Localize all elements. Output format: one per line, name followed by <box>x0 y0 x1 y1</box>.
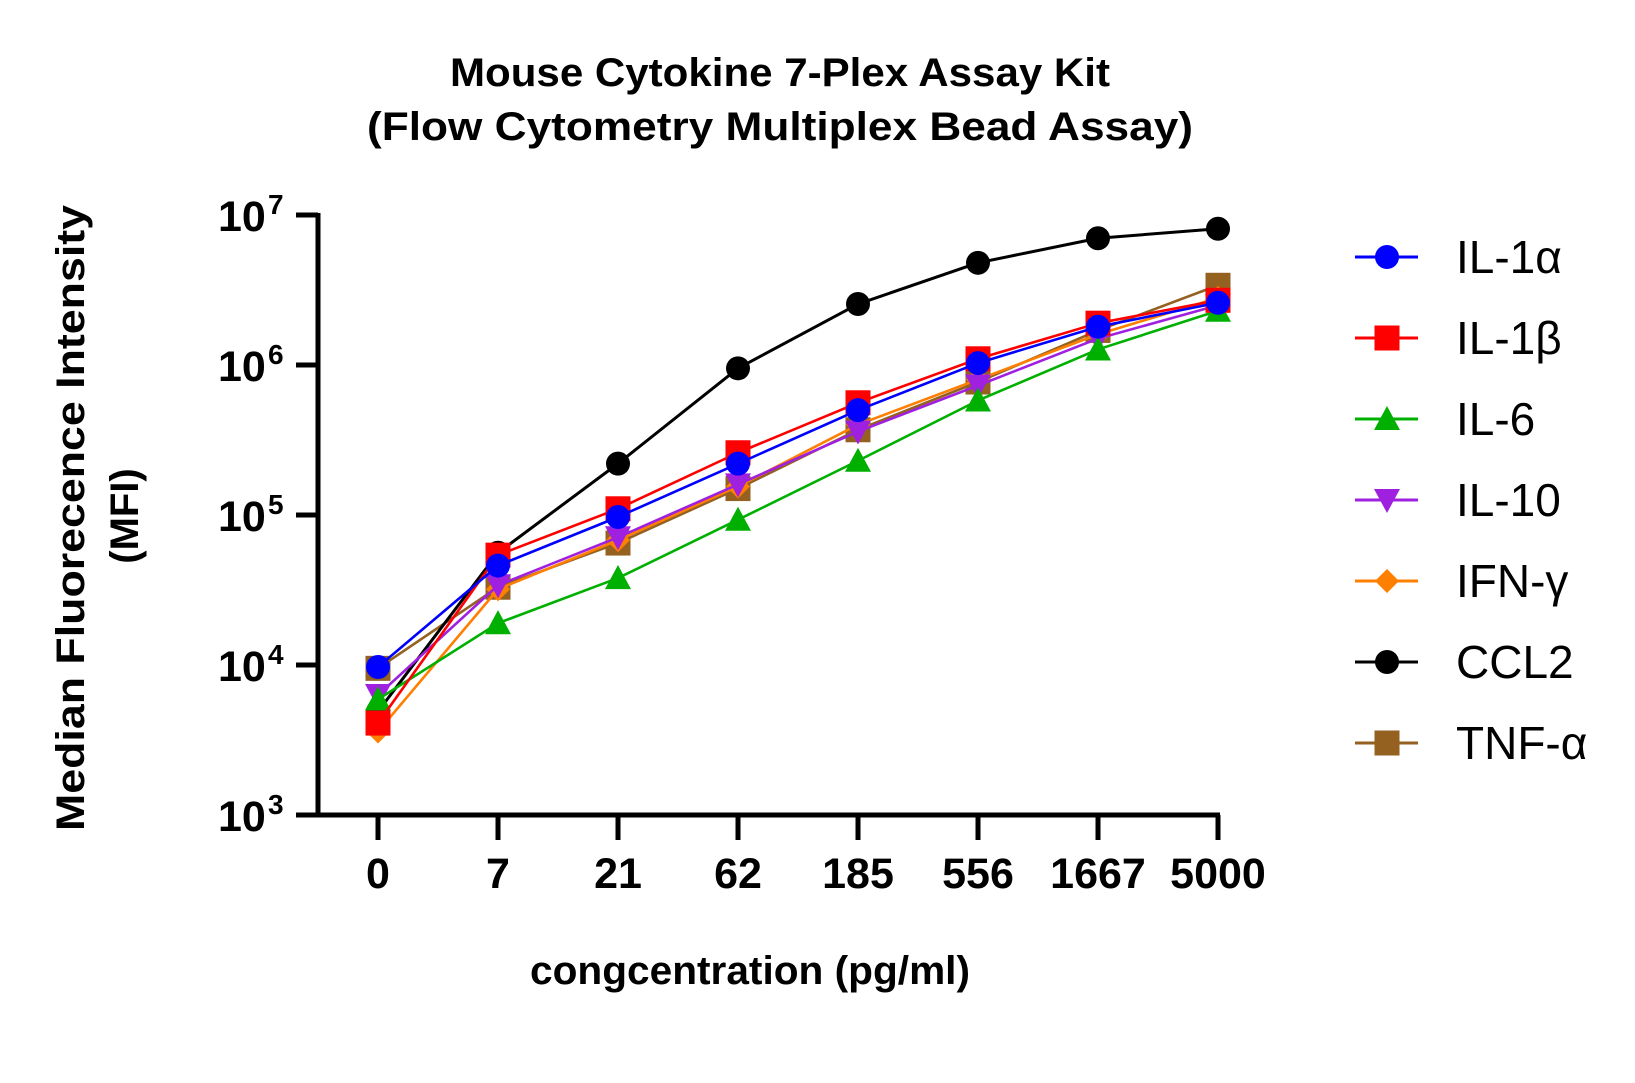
y-tick-exponent: 6 <box>268 339 284 370</box>
series-line <box>377 296 1219 733</box>
y-tick-exponent: 7 <box>268 189 284 220</box>
data-point <box>605 526 631 551</box>
legend-marker <box>1374 325 1400 351</box>
data-point <box>845 420 871 445</box>
y-tick-label: 10 <box>218 643 266 691</box>
x-tick-label: 556 <box>942 850 1014 898</box>
data-point <box>606 504 630 529</box>
data-point <box>966 250 990 275</box>
data-point <box>1085 336 1111 361</box>
x-ticks: 0 7 21 62 185 556 1667 5000 <box>366 815 1266 898</box>
legend-label: IL-10 <box>1456 474 1561 526</box>
chart-title-line-1: Mouse Cytokine 7-Plex Assay Kit <box>450 51 1110 95</box>
y-axis-label-line-2: (MFI) <box>103 468 147 564</box>
x-tick-label: 21 <box>594 850 642 898</box>
x-tick-label: 185 <box>822 850 894 898</box>
series-line <box>376 227 1219 713</box>
data-point <box>365 686 391 711</box>
data-point <box>1086 314 1110 339</box>
legend-marker <box>1375 650 1399 674</box>
data-point <box>726 451 750 476</box>
data-point <box>725 473 751 498</box>
x-tick-label: 0 <box>366 850 390 898</box>
legend-marker <box>1374 488 1400 513</box>
data-point <box>1086 226 1110 251</box>
data-point <box>846 292 870 317</box>
data-point <box>1206 290 1230 315</box>
y-tick-label: 10 <box>218 793 266 841</box>
data-point <box>485 610 511 635</box>
legend-marker <box>1375 245 1399 269</box>
y-axis-label: Median Fluorecence Intensity (MFI) <box>49 204 147 831</box>
series-layer <box>365 216 1231 744</box>
x-axis-label: congcentration (pg/ml) <box>530 949 970 993</box>
legend-label: IL-1β <box>1456 312 1562 364</box>
data-point <box>365 710 391 736</box>
legend-marker <box>1374 406 1400 431</box>
data-point <box>846 398 870 423</box>
x-tick-label: 7 <box>486 850 510 898</box>
y-tick-exponent: 3 <box>268 789 284 820</box>
legend-label: IL-6 <box>1456 393 1535 445</box>
y-tick-label: 10 <box>218 493 266 541</box>
legend-label: IL-1α <box>1456 231 1562 283</box>
series-line <box>377 304 1219 697</box>
data-point <box>845 447 871 472</box>
y-tick-exponent: 5 <box>268 489 284 520</box>
x-tick-label: 62 <box>714 850 762 898</box>
data-point <box>726 356 750 381</box>
series-line <box>376 299 1219 724</box>
legend-item: IL-1β <box>1355 312 1562 364</box>
legend-marker <box>1375 569 1399 593</box>
series-il-1- <box>366 290 1230 679</box>
legend-marker <box>1374 730 1400 756</box>
data-point <box>965 374 991 399</box>
legend-item: CCL2 <box>1355 636 1574 688</box>
x-tick-label: 1667 <box>1050 850 1146 898</box>
data-point <box>366 654 390 679</box>
y-tick-label: 10 <box>218 343 266 391</box>
legend-item: IFN-γ <box>1355 555 1568 607</box>
data-point <box>1206 216 1230 241</box>
legend-item: IL-1α <box>1355 231 1562 283</box>
data-point <box>486 553 510 578</box>
series-il-6 <box>365 297 1231 711</box>
legend-label: TNF-α <box>1456 717 1587 769</box>
legend-label: IFN-γ <box>1456 555 1568 607</box>
data-point <box>605 565 631 590</box>
x-tick-label: 5000 <box>1170 850 1266 898</box>
data-point <box>725 506 751 531</box>
chart-title-line-2: (Flow Cytometry Multiplex Bead Assay) <box>367 105 1193 149</box>
data-point <box>965 387 991 412</box>
legend-label: CCL2 <box>1456 636 1574 688</box>
y-axis-label-line-1: Median Fluorecence Intensity <box>49 204 93 831</box>
series-ccl2 <box>366 216 1230 724</box>
data-point <box>966 351 990 376</box>
legend-item: IL-10 <box>1355 474 1561 526</box>
y-tick-exponent: 4 <box>268 639 284 670</box>
series-line <box>377 309 1219 701</box>
data-point <box>606 451 630 476</box>
legend-item: TNF-α <box>1355 717 1587 769</box>
data-point <box>485 574 511 599</box>
chart-title: Mouse Cytokine 7-Plex Assay Kit (Flow Cy… <box>367 51 1193 149</box>
legend-item: IL-6 <box>1355 393 1535 445</box>
y-tick-label: 10 <box>218 193 266 241</box>
series-line <box>377 301 1219 668</box>
axes <box>296 213 1220 818</box>
legend: IL-1α IL-1β IL-6 IL-10 IFN-γ CCL2 TNF-α <box>1355 231 1587 769</box>
